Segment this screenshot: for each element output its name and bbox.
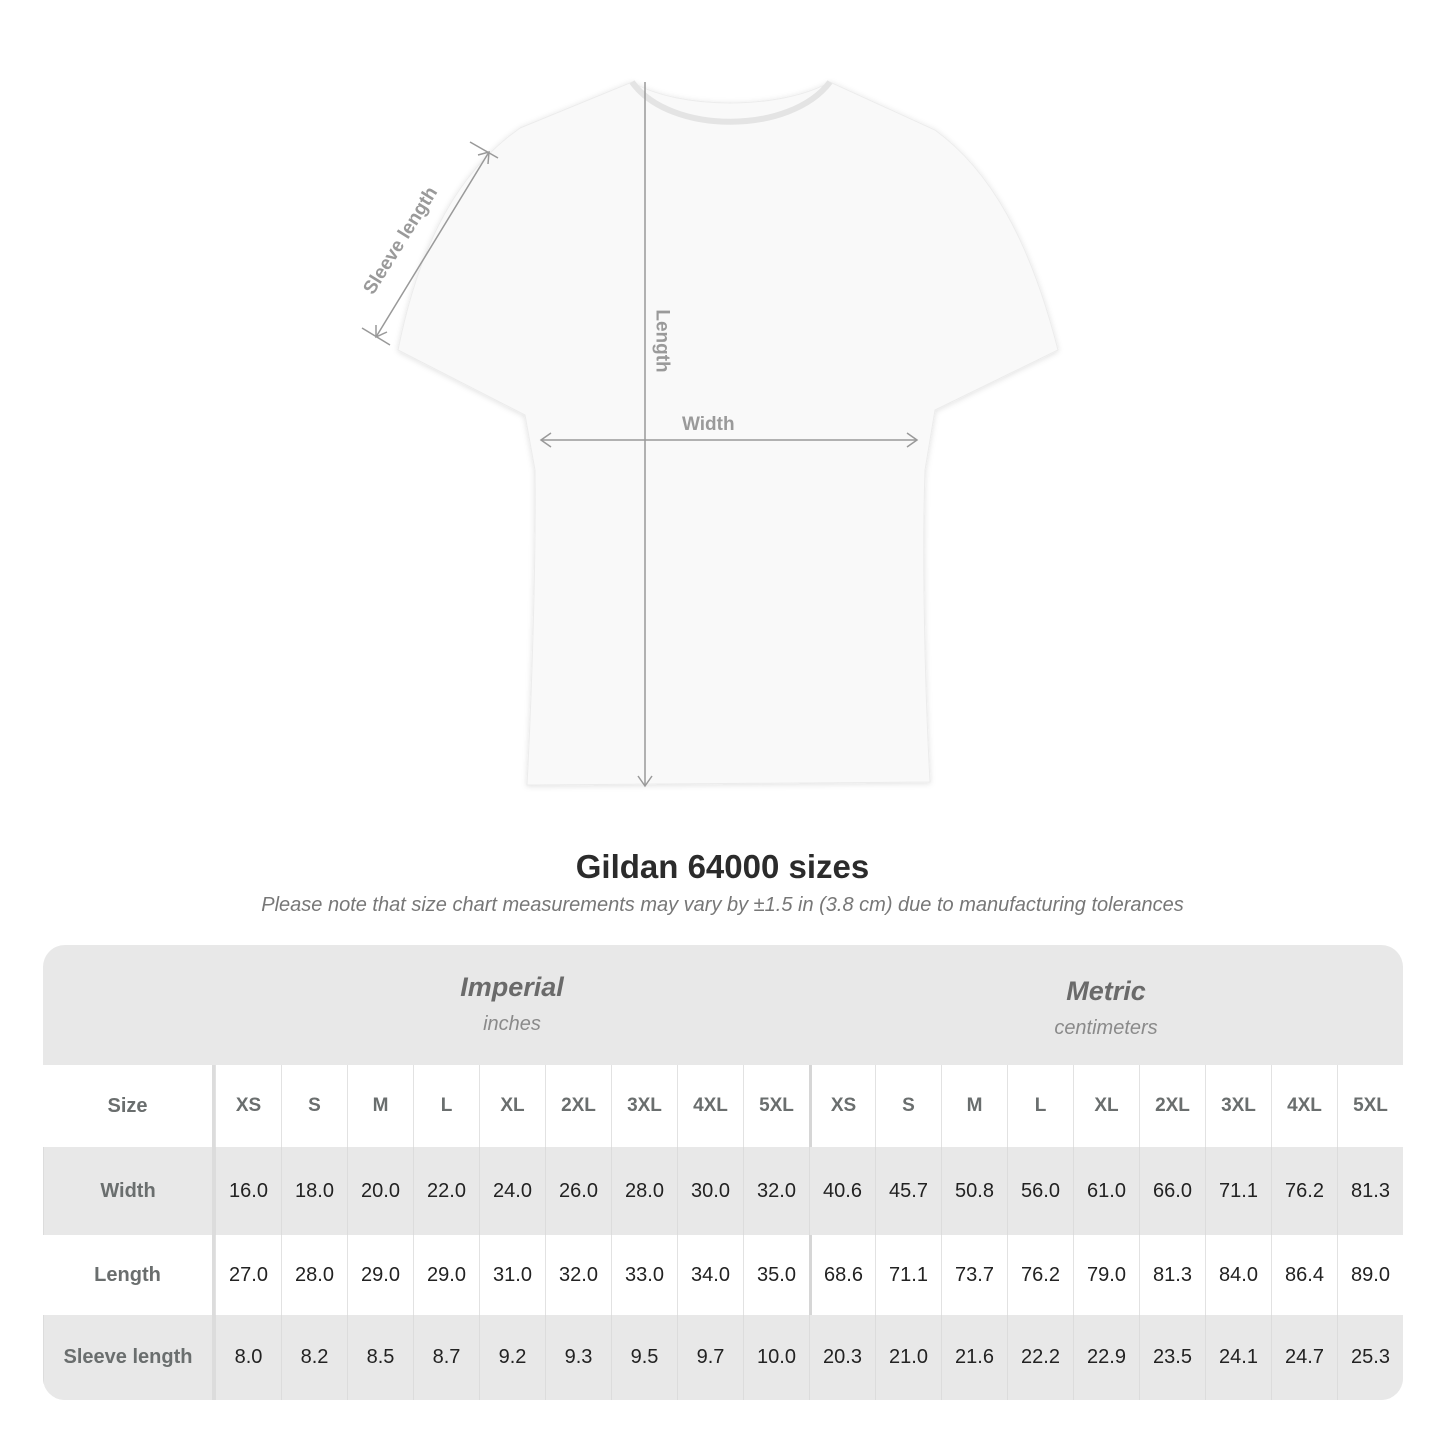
size-header-cell: XS (215, 1065, 281, 1147)
imperial-header: Imperial inches (215, 945, 809, 1065)
size-header-cell: 5XL (743, 1065, 809, 1147)
table-cell: 28.0 (281, 1235, 347, 1315)
table-cell: 22.2 (1007, 1315, 1073, 1400)
size-header-cell: S (875, 1065, 941, 1147)
table-cell: 8.7 (413, 1315, 479, 1400)
table-cell: 73.7 (941, 1235, 1007, 1315)
table-cell: 18.0 (281, 1147, 347, 1235)
table-cell: 27.0 (215, 1235, 281, 1315)
table-cell: 16.0 (215, 1147, 281, 1235)
table-cell: 22.0 (413, 1147, 479, 1235)
table-cell: 32.0 (743, 1147, 809, 1235)
size-header-cell: L (1007, 1065, 1073, 1147)
size-header-cell: XL (479, 1065, 545, 1147)
table-cell: 8.0 (215, 1315, 281, 1400)
table-cell: 84.0 (1205, 1235, 1271, 1315)
metric-header: Metric centimeters (809, 945, 1403, 1065)
table-cell: 34.0 (677, 1235, 743, 1315)
row-label: Width (43, 1147, 215, 1235)
size-header-cell: S (281, 1065, 347, 1147)
table-cell: 23.5 (1139, 1315, 1205, 1400)
tolerance-note: Please note that size chart measurements… (261, 894, 1184, 916)
table-cell: 35.0 (743, 1235, 809, 1315)
table-cell: 21.6 (941, 1315, 1007, 1400)
size-header-cell: 3XL (611, 1065, 677, 1147)
table-cell: 29.0 (413, 1235, 479, 1315)
tshirt-diagram (361, 80, 1059, 788)
table-cell: 76.2 (1271, 1147, 1337, 1235)
size-header-cell: 2XL (1139, 1065, 1205, 1147)
table-row: Width 16.0 18.0 20.0 22.0 24.0 26.0 28.0 30.0 32.… (43, 1147, 1403, 1235)
imperial-unit: inches (483, 1013, 541, 1035)
table-cell: 76.2 (1007, 1235, 1073, 1315)
table-cell: 61.0 (1073, 1147, 1139, 1235)
size-header-cell: L (413, 1065, 479, 1147)
table-row: Size XS S M L XL 2XL 3XL 4XL 5XL XS S M L XL 2XL 3XL 4XL 5… (43, 1065, 1403, 1147)
size-table: Imperial inches Metric centimeters Size X… (43, 945, 1403, 1400)
table-cell: 21.0 (875, 1315, 941, 1400)
table-cell: 81.3 (1139, 1235, 1205, 1315)
table-cell: 26.0 (545, 1147, 611, 1235)
table-cell: 79.0 (1073, 1235, 1139, 1315)
table-cell: 45.7 (875, 1147, 941, 1235)
size-header-cell: M (941, 1065, 1007, 1147)
table-cell: 71.1 (875, 1235, 941, 1315)
size-header-cell: 5XL (1337, 1065, 1403, 1147)
table-row: Sleeve length 8.0 8.2 8.5 8.7 9.2 9.3 9.5 9.7 10.… (43, 1315, 1403, 1400)
table-cell: 9.2 (479, 1315, 545, 1400)
table-cell: 30.0 (677, 1147, 743, 1235)
row-label: Sleeve length (43, 1315, 215, 1400)
table-cell: 33.0 (611, 1235, 677, 1315)
size-header-cell: 3XL (1205, 1065, 1271, 1147)
table-cell: 29.0 (347, 1235, 413, 1315)
table-cell: 32.0 (545, 1235, 611, 1315)
page-title: Gildan 64000 sizes (575, 848, 870, 885)
table-cell: 9.7 (677, 1315, 743, 1400)
size-header-cell: 4XL (1271, 1065, 1337, 1147)
metric-unit: centimeters (1054, 1017, 1158, 1039)
table-cell: 10.0 (743, 1315, 809, 1400)
table-cell: 22.9 (1073, 1315, 1139, 1400)
table-cell: 31.0 (479, 1235, 545, 1315)
table-cell: 9.5 (611, 1315, 677, 1400)
table-cell: 81.3 (1337, 1147, 1403, 1235)
size-header-cell: M (347, 1065, 413, 1147)
size-header-cell: 4XL (677, 1065, 743, 1147)
table-cell: 8.2 (281, 1315, 347, 1400)
table-cell: 40.6 (809, 1147, 875, 1235)
table-cell: 24.0 (479, 1147, 545, 1235)
table-cell: 8.5 (347, 1315, 413, 1400)
size-header-cell: XL (1073, 1065, 1139, 1147)
table-cell: 24.1 (1205, 1315, 1271, 1400)
table-cell: 86.4 (1271, 1235, 1337, 1315)
table-cell: 9.3 (545, 1315, 611, 1400)
table-row: Length 27.0 28.0 29.0 29.0 31.0 32.0 33.0 34.0 35… (43, 1235, 1403, 1315)
imperial-label: Imperial (460, 972, 564, 1002)
size-header-cell: XS (809, 1065, 875, 1147)
table-cell: 24.7 (1271, 1315, 1337, 1400)
metric-label: Metric (1066, 976, 1146, 1006)
row-label: Length (43, 1235, 215, 1315)
table-cell: 56.0 (1007, 1147, 1073, 1235)
table-cell: 20.0 (347, 1147, 413, 1235)
length-label: Length (651, 309, 673, 373)
measure-lines (361, 82, 919, 788)
table-cell: 66.0 (1139, 1147, 1205, 1235)
table-cell: 25.3 (1337, 1315, 1403, 1400)
table-cell: 68.6 (809, 1235, 875, 1315)
row-label: Size (43, 1065, 215, 1147)
table-cell: 71.1 (1205, 1147, 1271, 1235)
table-cell: 28.0 (611, 1147, 677, 1235)
table-cell: 89.0 (1337, 1235, 1403, 1315)
size-header-cell: 2XL (545, 1065, 611, 1147)
width-label: Width (682, 414, 735, 435)
table-cell: 20.3 (809, 1315, 875, 1400)
table-cell: 50.8 (941, 1147, 1007, 1235)
